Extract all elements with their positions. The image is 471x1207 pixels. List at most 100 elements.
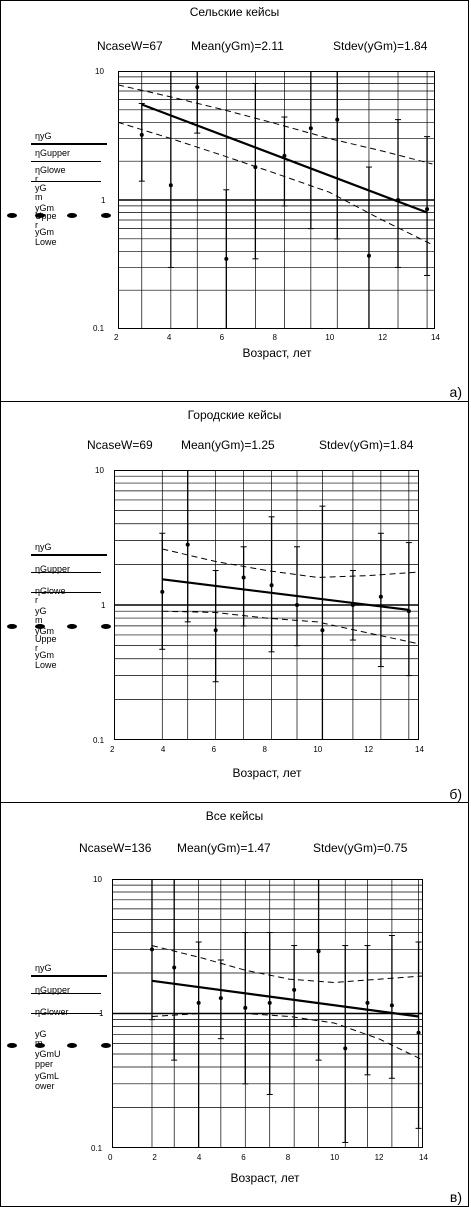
panel-urban: Городские кейсы NcaseW=69 Mean(yGm)=1.25… [0,401,469,803]
legend-entry: Lowe [35,237,57,247]
legend-entry: r [35,220,38,230]
y-tick-label: 10 [95,466,104,475]
chart-plot-urban [114,470,419,740]
legend-entry: ηGupper [35,564,71,574]
legend-entry: yGm [35,650,54,660]
data-point [406,609,411,614]
legend-entry: ηGupper [35,985,71,995]
data-point [160,589,165,594]
x-tick-label: 4 [166,333,172,342]
x-tick-label: 8 [285,1153,291,1162]
lower-confidence-line [162,610,417,644]
data-point [139,132,144,137]
data-point [195,85,200,90]
data-point [396,198,401,202]
legend-entry: ηyG [35,131,52,141]
data-point [335,117,340,122]
x-axis-label: Возраст, лет [230,1171,300,1185]
upper-confidence-line [162,548,417,578]
panel-label: в) [449,1189,462,1205]
legend-entry: Uppe [35,634,57,644]
legend-line [31,993,101,994]
legend-entry: r [35,174,38,184]
legend-entry: yGm [35,203,54,213]
legend-line [31,554,107,556]
x-tick-label: 12 [378,333,388,342]
data-point [224,256,229,261]
panel-all: Все кейсы NcaseW=136 Mean(yGm)=1.47 Stde… [0,802,469,1207]
legend-entry: ηGlowe [35,586,66,596]
legend-marker [7,624,17,629]
legend-entry: yGm [35,626,54,636]
legend-entry: yGmL [35,1071,60,1081]
y-tick-label: 1 [101,601,106,610]
data-point [425,207,430,212]
x-tick-label: 14 [415,745,424,754]
y-tick-label: 1 [101,196,106,205]
x-tick-label: 2 [152,1153,157,1162]
legend-line [31,975,107,977]
legend-marker [35,624,45,629]
data-point [295,603,299,607]
data-point [269,583,274,588]
data-point [365,1000,370,1005]
ncase-text: NcaseW=69 [87,438,153,452]
regression-line [151,979,419,1018]
legend-marker [35,1043,45,1048]
x-tick-label: 4 [160,745,166,754]
chart-plot-rural [118,71,435,329]
panel-label: б) [449,786,462,802]
legend-marker [101,1043,111,1048]
x-tick-label: 10 [313,745,323,754]
legend-entry: Lowe [35,660,57,670]
upper-confidence-line [118,84,433,165]
upper-confidence-line [151,945,423,984]
mean-text: Mean(yGm)=1.25 [181,438,275,452]
mean-text: Mean(yGm)=2.11 [191,39,284,53]
legend-entry: ower [35,1081,55,1091]
x-tick-label: 2 [110,745,115,754]
x-tick-label: 10 [325,333,335,342]
x-tick-label: 6 [219,333,225,342]
data-point [172,965,177,970]
y-tick-label: 0.1 [93,736,105,745]
legend-entry: ηyG [35,542,52,552]
legend-entry: yG [35,183,47,193]
legend-marker [7,1043,17,1048]
legend-entry: m [35,192,43,202]
data-point [316,949,321,954]
legend-marker [7,213,17,218]
panel-title: Все кейсы [205,809,264,823]
legend-marker [67,213,77,218]
data-point [213,628,218,633]
legend-line [31,181,101,182]
x-tick-label: 14 [419,1153,428,1162]
x-tick-label: 2 [114,333,119,342]
x-tick-label: 14 [431,333,440,342]
data-point [196,1000,201,1005]
data-point [350,603,355,607]
data-point [308,126,313,131]
data-point [366,253,371,258]
legend-entry: yG [35,606,47,616]
stdev-text: Stdev(yGm)=0.75 [313,841,408,855]
legend-entry: ηGlower [35,1007,69,1017]
legend-line [31,161,101,162]
legend-entry: ηGupper [35,148,71,158]
legend-entry: r [35,595,38,605]
lower-confidence-line [151,1013,423,1061]
data-point [378,594,383,599]
panel-rural: Сельские кейсы NcaseW=67 Mean(yGm)=2.11 … [0,0,469,402]
stdev-text: Stdev(yGm)=1.84 [333,39,428,53]
x-tick-label: 6 [211,745,217,754]
legend-entry: Uppe [35,211,57,221]
data-point [149,947,154,952]
legend-line [31,592,101,593]
x-tick-label: 12 [364,745,374,754]
legend-marker [101,213,111,218]
y-tick-label: 0.1 [91,1144,103,1153]
legend-entry: r [35,643,38,653]
legend-entry: pper [35,1059,54,1069]
legend-entry: m [35,615,43,625]
legend-entry: ηyG [35,963,52,973]
